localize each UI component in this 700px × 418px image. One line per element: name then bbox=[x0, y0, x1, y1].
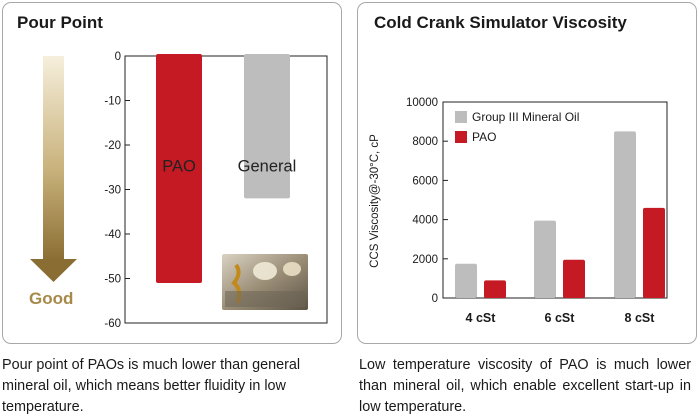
bar-pao-2 bbox=[563, 259, 585, 298]
legend: Group III Mineral Oil PAO bbox=[455, 110, 579, 144]
pour-point-title: Pour Point bbox=[17, 13, 103, 32]
y-tick-label: -20 bbox=[104, 140, 121, 152]
ccs-viscosity-chart: CCS Viscosity@-30°C, cP 0 2000 4000 6000 800… bbox=[369, 97, 668, 325]
legend-label: Group III Mineral Oil bbox=[472, 110, 579, 124]
plot-frame bbox=[442, 101, 668, 299]
legend-label: PAO bbox=[472, 130, 496, 144]
legend-swatch bbox=[455, 131, 467, 143]
x-tick-label: 8 cSt bbox=[625, 311, 656, 325]
ccs-viscosity-title: Cold Crank Simulator Viscosity bbox=[374, 13, 627, 32]
y-tick-label: -50 bbox=[104, 274, 121, 286]
ccs-viscosity-panel: Cold Crank Simulator Viscosity CCS Visco… bbox=[357, 2, 697, 344]
bar-general bbox=[244, 54, 290, 199]
legend-swatch bbox=[455, 111, 467, 123]
bar-pao-1 bbox=[484, 280, 506, 298]
ccs-viscosity-caption: Low temperature viscosity of PAO is much… bbox=[359, 357, 691, 415]
y-tick-label: 8000 bbox=[412, 136, 438, 148]
bar-pao-3 bbox=[643, 207, 665, 298]
down-arrow-icon bbox=[30, 56, 77, 282]
y-axis-label: CCS Viscosity@-30°C, cP bbox=[369, 134, 381, 268]
pour-point-panel: Pour Point 0 -10 -20 -30 -40 -50 -60 PAO Genera… bbox=[2, 2, 342, 344]
y-tick-label: 6000 bbox=[412, 175, 438, 187]
bar-mineral-oil-3 bbox=[614, 131, 636, 298]
good-label: Good bbox=[29, 289, 74, 308]
x-tick-label: 4 cSt bbox=[466, 311, 497, 325]
y-tick-label: -60 bbox=[104, 318, 121, 330]
y-tick-label: 10000 bbox=[406, 97, 438, 109]
bar-pao bbox=[156, 54, 202, 283]
y-tick-label: -40 bbox=[104, 229, 121, 241]
pour-point-caption: Pour point of PAOs is much lower than ge… bbox=[2, 357, 301, 415]
x-tick-label: 6 cSt bbox=[545, 311, 576, 325]
y-tick-label: 0 bbox=[115, 51, 121, 63]
bar-mineral-oil-1 bbox=[455, 263, 477, 298]
y-tick-label: -30 bbox=[104, 185, 121, 197]
y-tick-label: 2000 bbox=[412, 254, 438, 266]
bar-label-pao: PAO bbox=[162, 158, 196, 176]
bar-mineral-oil-2 bbox=[534, 220, 556, 298]
pour-point-chart: 0 -10 -20 -30 -40 -50 -60 PAO General bbox=[30, 51, 328, 330]
y-tick-label: 0 bbox=[432, 293, 438, 305]
bar-label-general: General bbox=[238, 158, 297, 176]
y-tick-label: 4000 bbox=[412, 215, 438, 227]
y-tick-label: -10 bbox=[104, 96, 121, 108]
oil-pour-photo-icon bbox=[222, 254, 308, 310]
